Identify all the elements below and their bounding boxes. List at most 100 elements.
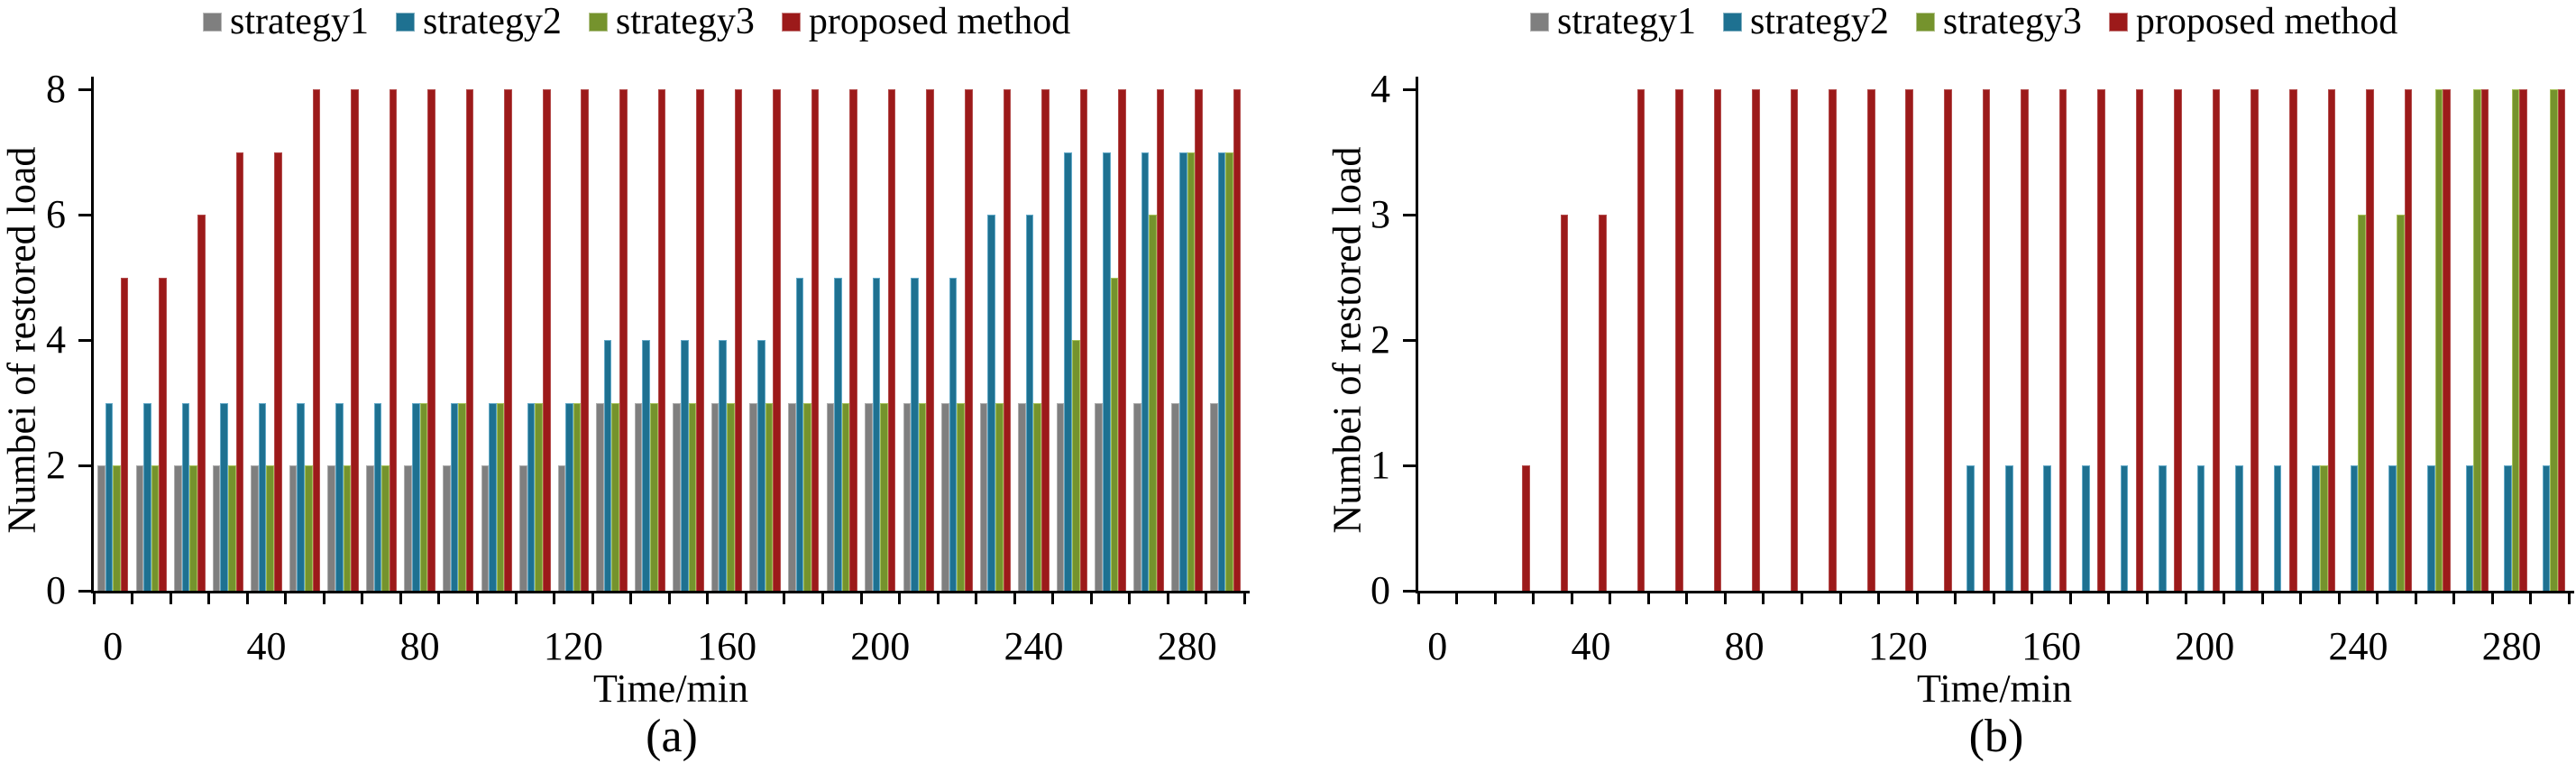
bar-strategy2-t200 xyxy=(872,277,881,591)
x-axis-tick xyxy=(2031,592,2034,604)
legend-swatch-icon xyxy=(2108,12,2128,32)
bar-proposed-method-t220 xyxy=(964,89,973,591)
legend-label: proposed method xyxy=(808,1,1071,42)
bar-strategy1-t110 xyxy=(519,465,527,591)
x-axis-tick xyxy=(1243,592,1246,604)
legend-item-proposed-method: proposed method xyxy=(2108,2,2397,41)
y-tick-label: 2 xyxy=(1371,317,1390,362)
x-axis-tick xyxy=(1609,592,1612,604)
x-axis-tick xyxy=(2490,592,2494,604)
x-axis-tick xyxy=(1801,592,1803,604)
x-axis-title-a: Time/min xyxy=(593,666,748,711)
x-axis-title-b: Time/min xyxy=(1917,666,2072,711)
legend-label: strategy2 xyxy=(1749,1,1889,42)
bar-proposed-method-t60 xyxy=(1675,89,1683,591)
bar-strategy3-t160 xyxy=(727,402,735,591)
x-axis-tick xyxy=(1838,592,1842,604)
bar-strategy3-t110 xyxy=(535,402,543,591)
bar-strategy1-t180 xyxy=(787,402,796,591)
y-tick-label: 4 xyxy=(46,317,66,362)
bar-proposed-method-t140 xyxy=(657,89,666,591)
bar-proposed-method-t120 xyxy=(581,89,590,591)
bar-proposed-method-t240 xyxy=(2366,89,2374,591)
bar-proposed-method-t170 xyxy=(2097,89,2105,591)
bar-strategy3-t30 xyxy=(227,465,236,591)
bar-strategy1-t230 xyxy=(979,402,988,591)
bar-proposed-method-t170 xyxy=(773,89,781,591)
bar-proposed-method-t150 xyxy=(696,89,704,591)
x-axis-tick xyxy=(476,592,479,604)
bar-strategy2-t240 xyxy=(2350,465,2359,591)
bar-proposed-method-t10 xyxy=(159,277,168,591)
bar-strategy3-t100 xyxy=(496,402,505,591)
bar-proposed-method-t90 xyxy=(465,89,474,591)
bar-proposed-method-t80 xyxy=(1752,89,1760,591)
bar-strategy3-t250 xyxy=(2397,215,2405,591)
x-axis-tick xyxy=(1416,592,1420,604)
bar-strategy2-t200 xyxy=(2196,465,2205,591)
bar-strategy1-t280 xyxy=(1171,402,1180,591)
bar-strategy3-t240 xyxy=(2358,215,2367,591)
bar-proposed-method-t150 xyxy=(2021,89,2029,591)
bar-strategy2-t90 xyxy=(450,402,459,591)
bar-strategy3-t120 xyxy=(573,402,582,591)
x-axis-tick xyxy=(2376,592,2379,604)
x-axis-tick xyxy=(1128,592,1132,604)
bar-strategy1-t100 xyxy=(481,465,490,591)
bar-proposed-method-t110 xyxy=(542,89,551,591)
bar-strategy3-t80 xyxy=(419,402,428,591)
bar-proposed-method-t240 xyxy=(1041,89,1050,591)
bar-strategy3-t210 xyxy=(918,402,927,591)
bar-proposed-method-t0 xyxy=(120,277,129,591)
y-axis-tick xyxy=(1403,339,1416,342)
bar-proposed-method-t160 xyxy=(2058,89,2067,591)
y-axis-tick xyxy=(78,214,91,216)
bar-strategy2-t150 xyxy=(2004,465,2013,591)
legend-item-strategy2: strategy2 xyxy=(1722,1,1889,42)
x-axis-tick xyxy=(1723,592,1727,604)
bar-strategy2-t230 xyxy=(987,215,995,591)
bar-proposed-method-t260 xyxy=(1118,89,1126,591)
y-axis-tick xyxy=(78,88,91,91)
x-tick-label: 240 xyxy=(1004,624,1064,668)
bar-strategy3-t280 xyxy=(2511,89,2520,591)
x-tick-label: 80 xyxy=(399,624,440,668)
bar-strategy3-t140 xyxy=(649,402,658,591)
x-axis-tick xyxy=(2223,592,2226,604)
bar-proposed-method-t90 xyxy=(1790,89,1799,591)
bar-strategy2-t50 xyxy=(297,402,306,591)
bar-proposed-method-t50 xyxy=(312,89,321,591)
x-axis-tick xyxy=(859,592,863,604)
bar-strategy2-t180 xyxy=(795,277,804,591)
legend-item-strategy1: strategy1 xyxy=(1530,2,1696,41)
caption-b: (b) xyxy=(1968,711,2024,762)
bar-proposed-method-t100 xyxy=(1829,89,1837,591)
bar-strategy3-t290 xyxy=(1225,152,1233,591)
y-axis-line xyxy=(1416,77,1418,593)
bar-proposed-method-t230 xyxy=(1003,89,1012,591)
x-axis-tick xyxy=(2260,592,2264,604)
x-tick-label: 120 xyxy=(1867,624,1928,668)
bar-strategy3-t290 xyxy=(2550,89,2558,591)
bar-strategy2-t290 xyxy=(2542,465,2551,591)
legend-b: strategy1 strategy2 strategy3 proposed meth… xyxy=(1530,2,2397,41)
bar-strategy2-t30 xyxy=(220,402,228,591)
bar-proposed-method-t40 xyxy=(1599,215,1607,591)
legend-label: strategy3 xyxy=(615,1,755,42)
bar-strategy2-t140 xyxy=(642,340,650,591)
bar-strategy3-t230 xyxy=(2319,465,2328,591)
bar-strategy2-t20 xyxy=(181,402,190,591)
y-tick-label: 6 xyxy=(46,192,66,236)
bar-proposed-method-t20 xyxy=(197,215,206,591)
bar-strategy2-t60 xyxy=(335,402,344,591)
bar-strategy3-t150 xyxy=(688,402,697,591)
x-axis-tick xyxy=(706,592,710,604)
bar-strategy1-t270 xyxy=(1132,402,1141,591)
bar-strategy2-t120 xyxy=(565,402,573,591)
x-axis-tick xyxy=(2568,592,2571,604)
bar-proposed-method-t230 xyxy=(2327,89,2336,591)
y-axis-tick xyxy=(78,590,91,593)
bar-strategy3-t250 xyxy=(1072,340,1080,591)
x-tick-label: 40 xyxy=(246,624,287,668)
bar-proposed-method-t220 xyxy=(2288,89,2297,591)
